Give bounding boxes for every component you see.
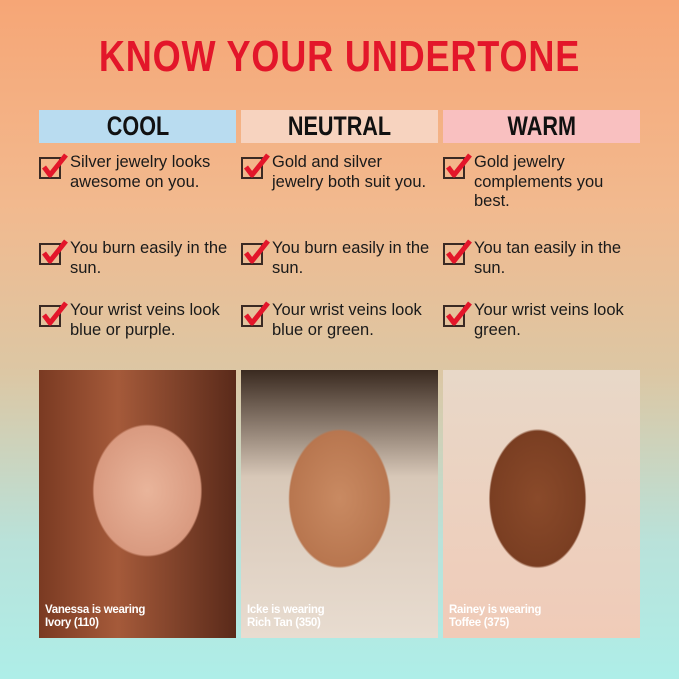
checklist-item: Silver jewelry looks awesome on you. <box>39 153 235 192</box>
checklist-item: Your wrist veins look blue or green. <box>241 301 437 340</box>
checkbox-checked-icon <box>39 239 68 265</box>
checkbox-checked-icon <box>241 301 270 327</box>
checklist-text: You burn easily in the sun. <box>70 239 228 277</box>
checklist-item: Your wrist veins look green. <box>443 301 639 340</box>
checklist-item: Gold jewelry complements you best. <box>443 153 639 212</box>
photo-caption: Rainey is wearing Toffee (375) <box>449 604 542 629</box>
checkbox-checked-icon <box>443 239 472 265</box>
column-neutral: NEUTRAL Gold and silver jewelry both sui… <box>241 110 438 350</box>
photo-caption: Icke is wearing Rich Tan (350) <box>247 604 325 629</box>
model-photo-warm: Rainey is wearing Toffee (375) <box>443 370 640 638</box>
checkbox-checked-icon <box>443 153 472 179</box>
model-photo-cool: Vanessa is wearing Ivory (110) <box>39 370 236 638</box>
column-cool: COOL Silver jewelry looks awesome on you… <box>39 110 236 350</box>
checkbox-checked-icon <box>241 153 270 179</box>
checklist-text: You burn easily in the sun. <box>272 239 430 277</box>
checklist-item: You tan easily in the sun. <box>443 239 639 278</box>
checkbox-checked-icon <box>39 153 68 179</box>
checklist-text: Gold jewelry complements you best. <box>474 153 604 210</box>
checklist-text: Silver jewelry looks awesome on you. <box>70 153 211 191</box>
header-cool: COOL <box>39 110 236 143</box>
checkbox-checked-icon <box>39 301 68 327</box>
model-photo-neutral: Icke is wearing Rich Tan (350) <box>241 370 438 638</box>
checklist-text: Your wrist veins look blue or purple. <box>70 301 220 339</box>
checklist-item: Gold and silver jewelry both suit you. <box>241 153 437 192</box>
column-warm: WARM Gold jewelry complements you best. … <box>443 110 640 350</box>
checklist-item: You burn easily in the sun. <box>39 239 235 278</box>
checkbox-checked-icon <box>443 301 472 327</box>
checklist-item: Your wrist veins look blue or purple. <box>39 301 235 340</box>
header-neutral: NEUTRAL <box>241 110 438 143</box>
checklist-text: Gold and silver jewelry both suit you. <box>272 153 427 191</box>
checklist-text: You tan easily in the sun. <box>474 239 622 277</box>
checklist-text: Your wrist veins look blue or green. <box>272 301 422 339</box>
checklist-item: You burn easily in the sun. <box>241 239 437 278</box>
checklist-text: Your wrist veins look green. <box>474 301 624 339</box>
checkbox-checked-icon <box>241 239 270 265</box>
header-warm: WARM <box>443 110 640 143</box>
photo-caption: Vanessa is wearing Ivory (110) <box>45 604 146 629</box>
page-title: KNOW YOUR UNDERTONE <box>98 32 581 81</box>
